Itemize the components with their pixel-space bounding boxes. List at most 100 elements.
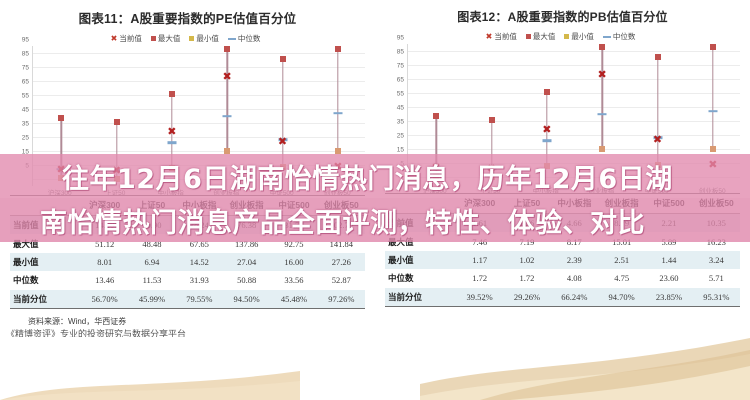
y-tick-label: 65: [21, 78, 29, 86]
grid-line: [408, 79, 740, 80]
max-marker: [488, 116, 495, 123]
table-cell: 23.85%: [645, 287, 693, 307]
table-cell: 29.26%: [503, 287, 551, 307]
max-marker: [334, 46, 341, 52]
grid-line: [33, 81, 365, 82]
data-column: ✖: [223, 46, 232, 186]
max-marker: [168, 90, 175, 97]
table-cell: 1.02: [503, 250, 551, 270]
y-tick-label: 75: [21, 64, 29, 72]
table-row-header: 中位数: [388, 273, 414, 284]
table-cell: 45.48%: [270, 289, 318, 309]
table-cell: 1.17: [456, 250, 504, 270]
range-stem: [435, 112, 437, 173]
max-marker: [543, 88, 550, 95]
overlay-text-line2: 南怡情热门消息产品全面评测，特性、体验、对比: [40, 207, 645, 239]
table-cell: 27.04: [222, 252, 271, 272]
grid-line: [408, 65, 740, 66]
chart-title-pb: 图表12：A股重要指数的PB估值百分位: [457, 10, 668, 24]
min-marker: [709, 146, 716, 153]
square-marker-icon: [150, 36, 156, 41]
legend-label-current: 当前值: [494, 32, 517, 41]
range-stem: [115, 118, 118, 177]
grid-line: [33, 53, 365, 54]
table-cell: 2.51: [597, 250, 646, 270]
range-stem: [601, 44, 603, 147]
grid-line: [408, 121, 740, 122]
y-tick-label: 65: [396, 76, 404, 84]
legend-item-min: 最小值: [564, 31, 594, 42]
table-cell: 66.24%: [550, 287, 598, 307]
table-cell: 92.75: [284, 238, 304, 249]
table-cell: 52.87: [331, 275, 351, 286]
dash-marker-icon: [602, 35, 611, 38]
table-cell: 67.65: [189, 238, 209, 249]
y-tick-label: 95: [396, 34, 404, 42]
table-cell: 48.48: [142, 238, 162, 249]
table-cell: 95.31%: [692, 287, 740, 307]
range-stem: [60, 114, 62, 175]
table-cell: 56.70%: [81, 289, 129, 309]
median-marker: [708, 109, 718, 113]
min-marker: [334, 148, 341, 155]
legend-label-min: 最小值: [571, 32, 594, 41]
table-cell: 97.26%: [317, 289, 365, 309]
y-axis-labels-pe: 5152535455565758595: [6, 33, 32, 173]
table-row-header: 中位数: [13, 275, 39, 286]
table-row: 当前分位 56.70% 45.99% 79.55% 94.50% 45.48% 97.26%: [10, 289, 365, 309]
grid-line: [408, 51, 740, 52]
table-cell: 5.71: [708, 273, 724, 284]
table-cell: 45.99%: [128, 289, 176, 309]
median-marker: [278, 138, 287, 141]
range-stem: [490, 116, 493, 175]
table-cell: 3.24: [692, 250, 740, 270]
table-cell: 1.72: [472, 273, 488, 284]
legend-label-max: 最大值: [157, 34, 181, 43]
table-cell: 14.52: [175, 252, 223, 272]
table-cell: 33.56: [284, 275, 304, 286]
table-cell: 8.01: [81, 252, 129, 272]
data-column: ✖: [598, 44, 607, 184]
y-tick-label: 15: [21, 148, 29, 156]
grid-line: [33, 109, 365, 110]
legend-item-max: 最大值: [525, 31, 555, 42]
table-cell: 4.75: [614, 273, 630, 284]
table-cell: 11.53: [142, 275, 162, 286]
table-cell: 137.86: [234, 238, 259, 249]
median-marker: [597, 112, 607, 116]
range-stem: [171, 90, 173, 165]
legend-item-current: ✖ 当前值: [111, 33, 142, 44]
dash-marker-icon: [227, 37, 236, 40]
table-cell: 79.55%: [175, 289, 223, 309]
max-marker: [709, 44, 716, 50]
table-row: 最小值 1.17 1.02 2.39 2.51 1.44 3.24: [385, 250, 740, 270]
table-row: 中位数 1.72 1.72 4.08 4.75 23.60 5.71: [385, 269, 740, 287]
y-tick-label: 95: [21, 36, 29, 44]
table-cell: 27.26: [317, 252, 365, 272]
table-cell: 6.94: [128, 252, 176, 272]
median-marker: [542, 139, 552, 142]
footer-cut-text: 《精博资评》专业的投资研究与数据分享平台: [6, 328, 187, 337]
square-marker-icon: [189, 36, 195, 41]
y-tick-label: 25: [21, 134, 29, 142]
y-tick-label: 75: [396, 62, 404, 70]
table-row: 最小值 8.01 6.94 14.52 27.04 16.00 27.26: [10, 252, 365, 272]
legend-item-max: 最大值: [150, 33, 181, 44]
overlay-band-bottom: 南怡情热门消息产品全面评测，特性、体验、对比: [0, 198, 750, 242]
min-marker: [224, 148, 231, 155]
table-cell: 1.72: [519, 273, 535, 284]
chart-legend-pb: ✖ 当前值 最大值 最小值 中位数: [381, 31, 740, 42]
grid-line: [408, 107, 740, 108]
median-marker: [167, 141, 177, 144]
range-stem: [226, 46, 228, 149]
grid-line: [408, 135, 740, 136]
table-cell: 1.44: [645, 250, 693, 270]
table-cell: 31.93: [189, 275, 209, 286]
y-tick-label: 45: [396, 104, 404, 112]
ribbon-decoration-right: [420, 338, 750, 400]
table-cell: 23.60: [659, 273, 679, 284]
max-marker: [279, 55, 286, 62]
chart-title-pe: 图表11：A股重要指数的PE估值百分位: [78, 12, 297, 26]
min-marker: [599, 146, 606, 153]
grid-line: [33, 95, 365, 96]
